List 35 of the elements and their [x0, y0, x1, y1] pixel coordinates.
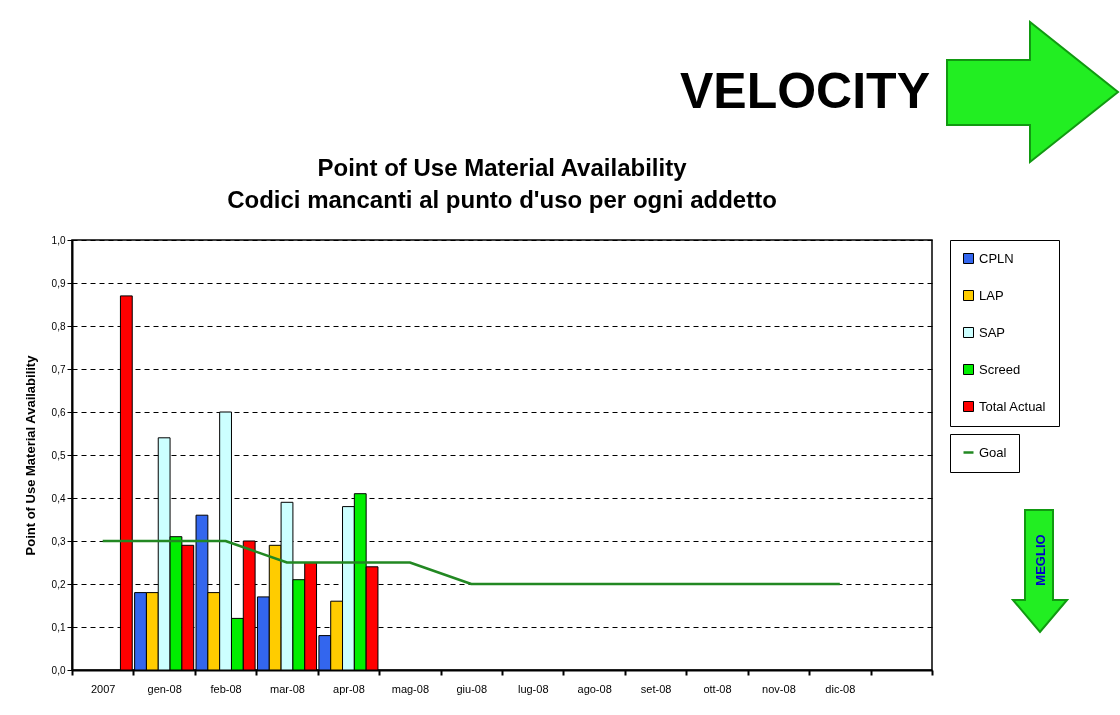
y-tick-label: 0,8: [51, 320, 66, 332]
x-tick-label: feb-08: [210, 682, 242, 695]
text: MEGLIO: [1032, 534, 1048, 586]
legend-label: Total Actual: [979, 398, 1046, 414]
chart-title: Point of Use Material Availability: [317, 154, 688, 181]
x-tick-label: dic-08: [825, 682, 856, 695]
y-tick-label: 0,2: [51, 578, 66, 590]
y-tick-label: 0,6: [51, 406, 66, 418]
y-tick-label: 0,1: [51, 621, 66, 633]
x-tick-label: mag-08: [391, 682, 430, 695]
x-tick-label: giu-08: [456, 682, 488, 695]
y-tick-label: 0,5: [51, 449, 66, 461]
legend-label: Screed: [979, 361, 1021, 377]
x-tick-label: gen-08: [147, 682, 182, 695]
y-tick-label: 0,9: [51, 277, 66, 289]
x-tick-label: set-08: [640, 682, 672, 695]
x-tick-label: lug-08: [517, 682, 549, 695]
x-tick-label: ago-08: [577, 682, 612, 695]
y-tick-label: 0,7: [51, 363, 66, 375]
x-tick-label: 2007: [90, 682, 116, 695]
chart-subtitle: Codici mancanti al punto d'uso per ogni addetto: [227, 186, 777, 213]
x-tick-label: nov-08: [762, 682, 796, 695]
legend-label: CPLN: [979, 250, 1014, 266]
x-tick-label: ott-08: [703, 682, 732, 695]
y-axis-title: Point of Use Material Availability: [22, 354, 38, 556]
legend-label: SAP: [979, 324, 1006, 340]
y-tick-label: 0,0: [51, 664, 66, 676]
x-tick-label: mar-08: [270, 682, 305, 695]
legend-label: Goal: [979, 444, 1007, 460]
y-tick-label: 0,4: [51, 492, 66, 504]
y-tick-label: 0,3: [51, 535, 66, 547]
legend-label: LAP: [979, 287, 1004, 303]
x-tick-label: apr-08: [333, 682, 365, 695]
text: VELOCITY: [678, 62, 930, 120]
y-tick-label: 1,0: [51, 234, 66, 246]
